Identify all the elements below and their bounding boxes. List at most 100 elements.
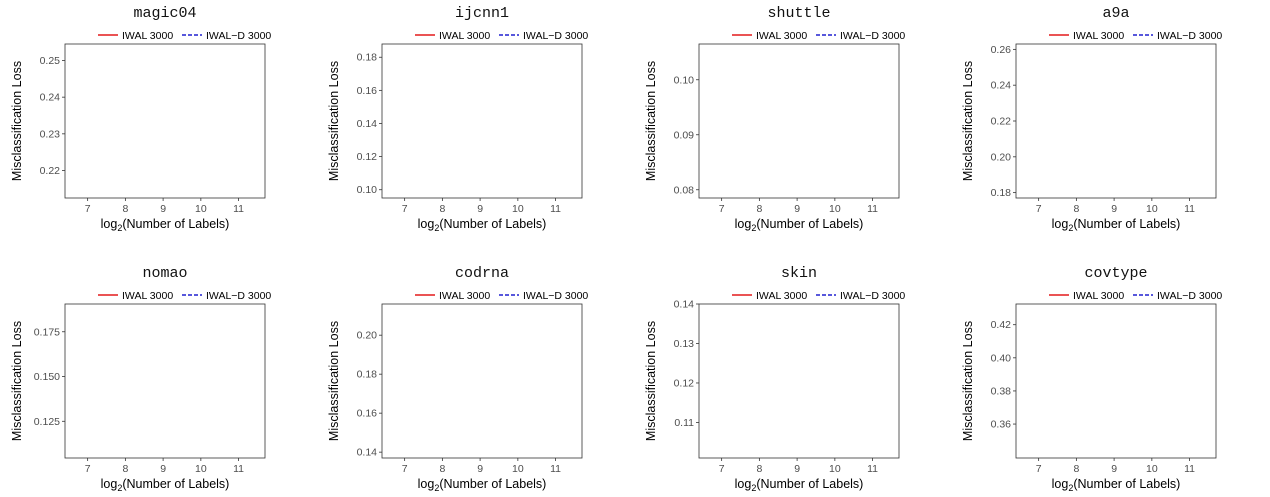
legend: IWAL 3000 IWAL−D 3000 bbox=[1049, 290, 1222, 302]
x-tick-label: 7 bbox=[1036, 463, 1042, 475]
x-axis-title-rest: (Number of Labels) bbox=[122, 217, 229, 231]
y-tick-label: 0.38 bbox=[991, 385, 1012, 397]
x-axis-title: log2(Number of Labels) bbox=[101, 217, 230, 233]
x-axis-title-subscript: 2 bbox=[434, 483, 439, 493]
y-tick-label: 0.125 bbox=[34, 416, 60, 428]
legend-label-iwal: IWAL 3000 bbox=[122, 290, 173, 302]
y-tick-label: 0.22 bbox=[991, 116, 1012, 128]
chart-title: shuttle bbox=[767, 5, 830, 22]
x-tick-label: 8 bbox=[1073, 203, 1079, 215]
x-tick-label: 7 bbox=[85, 203, 91, 215]
y-tick-label: 0.12 bbox=[357, 151, 378, 163]
legend-label-iwald: IWAL−D 3000 bbox=[840, 290, 905, 302]
x-axis-title-log: log bbox=[418, 477, 435, 491]
chart-panel-magic04: magic04 IWAL 3000 IWAL−D 3000 0.22 0.23 0.24 0… bbox=[10, 5, 271, 233]
legend-label-iwal: IWAL 3000 bbox=[439, 30, 490, 42]
chart-panel-covtype: covtype IWAL 3000 IWAL−D 3000 0.36 0.38 0.40 0… bbox=[961, 265, 1222, 493]
x-tick-label: 10 bbox=[829, 203, 841, 215]
y-axis-title: Misclassification Loss bbox=[644, 61, 658, 181]
chart-title: magic04 bbox=[133, 5, 196, 22]
chart-title: covtype bbox=[1084, 265, 1147, 282]
y-tick-label: 0.26 bbox=[991, 44, 1012, 56]
x-axis-title: log2(Number of Labels) bbox=[418, 477, 547, 493]
x-tick-label: 11 bbox=[1184, 463, 1195, 475]
legend-label-iwald: IWAL−D 3000 bbox=[206, 30, 271, 42]
x-axis-title-rest: (Number of Labels) bbox=[122, 477, 229, 491]
y-tick-label: 0.18 bbox=[357, 369, 378, 381]
x-tick-label: 10 bbox=[195, 203, 207, 215]
chart-panel-nomao: nomao IWAL 3000 IWAL−D 3000 0.125 0.150 0.175… bbox=[10, 265, 271, 493]
y-tick-label: 0.20 bbox=[357, 330, 378, 342]
x-tick-label: 10 bbox=[512, 463, 524, 475]
x-axis-title-log: log bbox=[101, 217, 118, 231]
x-axis-title: log2(Number of Labels) bbox=[1052, 477, 1181, 493]
chart-title: a9a bbox=[1102, 5, 1129, 22]
y-tick-label: 0.150 bbox=[34, 371, 60, 383]
y-tick-label: 0.22 bbox=[40, 165, 61, 177]
x-tick-label: 10 bbox=[1146, 463, 1158, 475]
x-axis-title-subscript: 2 bbox=[751, 223, 756, 233]
x-tick-label: 9 bbox=[477, 463, 483, 475]
legend-label-iwal: IWAL 3000 bbox=[756, 290, 807, 302]
y-tick-label: 0.20 bbox=[991, 151, 1012, 163]
legend-label-iwal: IWAL 3000 bbox=[439, 290, 490, 302]
x-axis-title: log2(Number of Labels) bbox=[735, 477, 864, 493]
y-tick-label: 0.36 bbox=[991, 419, 1012, 431]
x-axis-title: log2(Number of Labels) bbox=[735, 217, 864, 233]
y-tick-label: 0.16 bbox=[357, 85, 378, 97]
plot-border bbox=[698, 43, 900, 199]
x-axis-title-log: log bbox=[735, 477, 752, 491]
y-axis-title: Misclassification Loss bbox=[961, 321, 975, 441]
y-axis-title: Misclassification Loss bbox=[327, 321, 341, 441]
x-tick-label: 9 bbox=[477, 203, 483, 215]
x-tick-label: 10 bbox=[512, 203, 524, 215]
x-axis-title-rest: (Number of Labels) bbox=[1073, 217, 1180, 231]
legend: IWAL 3000 IWAL−D 3000 bbox=[732, 30, 905, 42]
y-tick-label: 0.18 bbox=[991, 187, 1012, 199]
x-axis-title-subscript: 2 bbox=[751, 483, 756, 493]
legend: IWAL 3000 IWAL−D 3000 bbox=[1049, 30, 1222, 42]
x-tick-label: 7 bbox=[1036, 203, 1042, 215]
chart-title: codrna bbox=[455, 265, 509, 282]
x-axis-title-subscript: 2 bbox=[1068, 223, 1073, 233]
y-tick-label: 0.13 bbox=[674, 338, 695, 350]
x-tick-label: 7 bbox=[719, 203, 725, 215]
x-tick-label: 8 bbox=[122, 203, 128, 215]
x-axis-title-rest: (Number of Labels) bbox=[756, 477, 863, 491]
x-axis-title: log2(Number of Labels) bbox=[101, 477, 230, 493]
x-tick-label: 11 bbox=[233, 463, 244, 475]
legend-label-iwald: IWAL−D 3000 bbox=[206, 290, 271, 302]
x-tick-label: 7 bbox=[85, 463, 91, 475]
legend: IWAL 3000 IWAL−D 3000 bbox=[415, 290, 588, 302]
legend: IWAL 3000 IWAL−D 3000 bbox=[98, 30, 271, 42]
plot-border bbox=[381, 43, 583, 199]
legend-label-iwald: IWAL−D 3000 bbox=[523, 290, 588, 302]
x-axis-title-rest: (Number of Labels) bbox=[756, 217, 863, 231]
x-tick-label: 11 bbox=[233, 203, 244, 215]
y-axis-title: Misclassification Loss bbox=[327, 61, 341, 181]
x-tick-label: 11 bbox=[867, 203, 878, 215]
y-tick-label: 0.175 bbox=[34, 326, 60, 338]
x-tick-label: 10 bbox=[195, 463, 207, 475]
x-tick-label: 10 bbox=[1146, 203, 1158, 215]
y-tick-label: 0.09 bbox=[674, 129, 695, 141]
y-tick-label: 0.14 bbox=[357, 118, 378, 130]
x-tick-label: 8 bbox=[439, 463, 445, 475]
chart-title: ijcnn1 bbox=[455, 5, 509, 22]
y-tick-label: 0.14 bbox=[357, 447, 378, 459]
legend: IWAL 3000 IWAL−D 3000 bbox=[415, 30, 588, 42]
legend-label-iwal: IWAL 3000 bbox=[756, 30, 807, 42]
chart-panel-skin: skin IWAL 3000 IWAL−D 3000 0.11 0.12 0.13 0.14… bbox=[644, 265, 905, 493]
plot-border bbox=[698, 303, 900, 459]
y-axis-title: Misclassification Loss bbox=[10, 61, 24, 181]
x-tick-label: 11 bbox=[867, 463, 878, 475]
plot-border bbox=[64, 303, 266, 459]
x-axis-title-log: log bbox=[735, 217, 752, 231]
y-tick-label: 0.24 bbox=[991, 80, 1012, 92]
x-axis-title-subscript: 2 bbox=[117, 483, 122, 493]
y-tick-label: 0.10 bbox=[357, 184, 378, 196]
y-tick-label: 0.10 bbox=[674, 74, 695, 86]
x-axis-title-subscript: 2 bbox=[434, 223, 439, 233]
y-tick-label: 0.08 bbox=[674, 184, 695, 196]
